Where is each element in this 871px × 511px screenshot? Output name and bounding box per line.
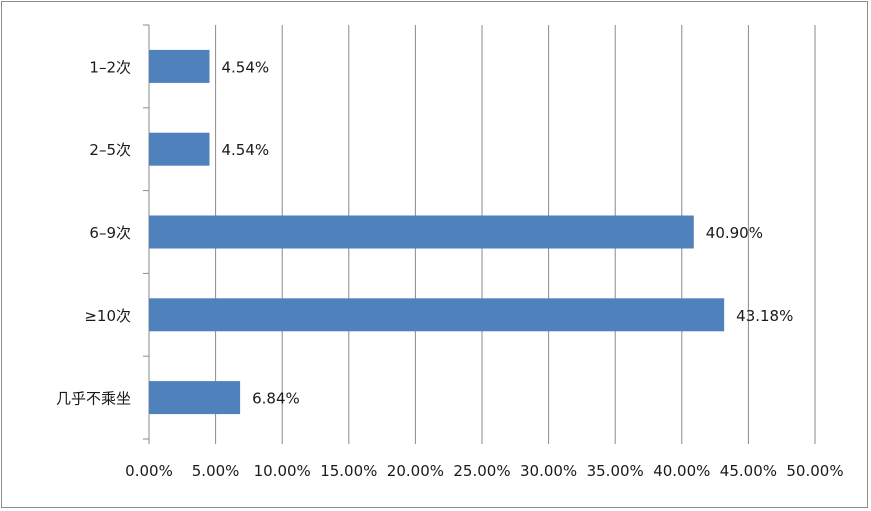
category-label: 几乎不乘坐 — [56, 390, 131, 408]
x-tick-label: 10.00% — [254, 462, 311, 480]
gridlines — [215, 25, 816, 439]
category-label: 1–2次 — [89, 58, 131, 76]
x-tick-label: 15.00% — [320, 462, 377, 480]
bar — [149, 132, 210, 166]
x-tick-label: 35.00% — [587, 462, 644, 480]
data-label: 4.54% — [221, 58, 269, 76]
data-label: 43.18% — [736, 307, 793, 325]
x-tick-label: 20.00% — [387, 462, 444, 480]
x-tick-label: 40.00% — [653, 462, 710, 480]
labels: 0.00% 5.00% 10.00% 15.00% 20.00% 25.00% 30.00%… — [56, 58, 844, 480]
bar — [149, 49, 210, 83]
data-label: 4.54% — [221, 141, 269, 159]
bar — [149, 381, 241, 415]
data-label: 40.90% — [706, 224, 763, 242]
x-tick-label: 45.00% — [720, 462, 777, 480]
x-tick-label: 0.00% — [125, 462, 173, 480]
x-tick-label: 25.00% — [453, 462, 510, 480]
data-label: 6.84% — [252, 390, 300, 408]
x-tick-label: 30.00% — [520, 462, 577, 480]
category-label: 6–9次 — [89, 224, 131, 242]
bar — [149, 215, 694, 249]
bar — [149, 298, 725, 332]
bars — [149, 49, 725, 415]
category-label: 2–5次 — [89, 141, 131, 159]
x-tick-label: 50.00% — [786, 462, 843, 480]
x-tick-label: 5.00% — [192, 462, 240, 480]
category-label: ≥10次 — [84, 307, 131, 325]
